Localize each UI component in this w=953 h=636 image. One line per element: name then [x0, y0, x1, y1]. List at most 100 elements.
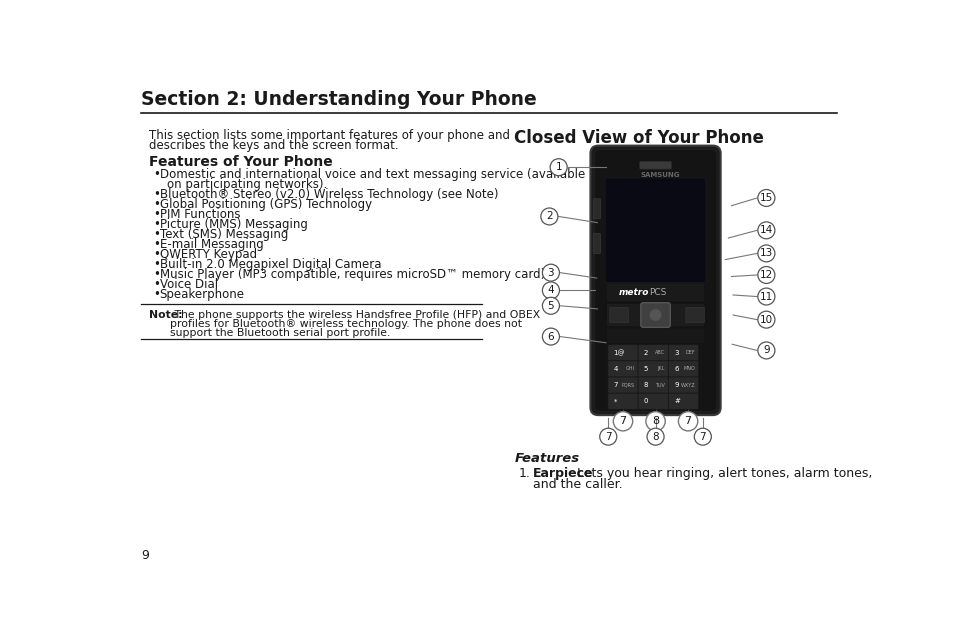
Text: 15: 15 [759, 193, 772, 203]
Circle shape [542, 297, 558, 314]
Circle shape [542, 328, 558, 345]
Text: on participating networks).: on participating networks). [167, 178, 327, 191]
Text: 8: 8 [643, 382, 648, 388]
Text: 7: 7 [684, 417, 691, 426]
Text: WXYZ: WXYZ [679, 383, 695, 387]
Text: 2: 2 [643, 350, 648, 356]
Text: 7: 7 [604, 432, 611, 441]
Text: Lets you hear ringing, alert tones, alarm tones,: Lets you hear ringing, alert tones, alar… [573, 467, 872, 480]
Text: 9: 9 [762, 345, 769, 356]
Text: •: • [153, 228, 160, 241]
Circle shape [757, 288, 774, 305]
Text: 10: 10 [759, 315, 772, 324]
Text: 3: 3 [547, 268, 554, 278]
Text: 11: 11 [759, 291, 772, 301]
Circle shape [540, 208, 558, 225]
Text: This section lists some important features of your phone and: This section lists some important featur… [149, 128, 509, 142]
Circle shape [757, 245, 774, 262]
Text: 6: 6 [674, 366, 678, 372]
Text: metro: metro [618, 288, 649, 297]
Circle shape [550, 159, 567, 176]
Text: •: • [153, 278, 160, 291]
Text: Global Positioning (GPS) Technology: Global Positioning (GPS) Technology [159, 198, 372, 211]
Text: 3: 3 [674, 350, 678, 356]
Text: MNO: MNO [682, 366, 695, 371]
Text: JKL: JKL [657, 366, 664, 371]
Circle shape [542, 282, 558, 299]
Text: 9: 9 [674, 382, 678, 388]
Text: support the Bluetooth serial port profile.: support the Bluetooth serial port profil… [149, 328, 390, 338]
FancyBboxPatch shape [594, 149, 716, 411]
Text: Features of Your Phone: Features of Your Phone [149, 155, 332, 169]
Text: •: • [153, 218, 160, 231]
FancyBboxPatch shape [668, 393, 698, 410]
Text: •: • [153, 168, 160, 181]
FancyBboxPatch shape [604, 178, 705, 282]
Circle shape [757, 266, 774, 284]
Circle shape [757, 190, 774, 207]
Text: 7: 7 [613, 382, 618, 388]
Text: 7: 7 [699, 432, 705, 441]
FancyBboxPatch shape [607, 361, 638, 377]
Text: •: • [153, 198, 160, 211]
Circle shape [649, 309, 661, 321]
Text: Note:: Note: [149, 310, 182, 320]
Text: E-mail Messaging: E-mail Messaging [159, 238, 263, 251]
Circle shape [678, 411, 697, 431]
Text: •: • [153, 208, 160, 221]
Circle shape [645, 411, 664, 431]
Text: DEF: DEF [685, 350, 695, 356]
FancyBboxPatch shape [638, 361, 668, 377]
FancyBboxPatch shape [607, 377, 638, 393]
Text: Closed View of Your Phone: Closed View of Your Phone [514, 128, 763, 147]
Text: SAMSUNG: SAMSUNG [639, 172, 679, 178]
Circle shape [757, 222, 774, 238]
FancyBboxPatch shape [638, 377, 668, 393]
Text: 5: 5 [547, 301, 554, 311]
Text: 0: 0 [643, 398, 648, 404]
Text: Speakerphone: Speakerphone [159, 288, 244, 301]
FancyBboxPatch shape [607, 393, 638, 410]
FancyBboxPatch shape [668, 345, 698, 361]
FancyBboxPatch shape [593, 198, 599, 219]
Text: 8: 8 [652, 432, 659, 441]
FancyBboxPatch shape [639, 162, 671, 169]
Text: profiles for Bluetooth® wireless technology. The phone does not: profiles for Bluetooth® wireless technol… [149, 319, 521, 329]
Circle shape [694, 428, 711, 445]
FancyBboxPatch shape [638, 345, 668, 361]
Text: 4: 4 [547, 286, 554, 295]
Text: 9: 9 [141, 549, 149, 562]
Text: 8: 8 [651, 417, 659, 426]
Text: 1.: 1. [518, 467, 531, 480]
Text: 12: 12 [759, 270, 772, 280]
Text: Domestic and international voice and text messaging service (available: Domestic and international voice and tex… [159, 168, 584, 181]
FancyBboxPatch shape [606, 328, 703, 343]
Text: 2: 2 [545, 211, 552, 221]
Text: TUV: TUV [655, 383, 664, 387]
Text: describes the keys and the screen format.: describes the keys and the screen format… [149, 139, 398, 153]
Text: *: * [613, 398, 617, 404]
FancyBboxPatch shape [607, 345, 638, 361]
Circle shape [613, 411, 632, 431]
Circle shape [757, 311, 774, 328]
FancyBboxPatch shape [606, 284, 703, 302]
Text: ABC: ABC [654, 350, 664, 356]
Text: Music Player (MP3 compatible, requires microSD™ memory card): Music Player (MP3 compatible, requires m… [159, 268, 544, 281]
FancyBboxPatch shape [668, 361, 698, 377]
Circle shape [542, 264, 558, 281]
Text: PIM Functions: PIM Functions [159, 208, 240, 221]
Text: Picture (MMS) Messaging: Picture (MMS) Messaging [159, 218, 307, 231]
Text: 7: 7 [618, 417, 626, 426]
Text: Voice Dial: Voice Dial [159, 278, 217, 291]
Circle shape [757, 342, 774, 359]
Text: •: • [153, 288, 160, 301]
Text: 5: 5 [643, 366, 648, 372]
Text: •: • [153, 258, 160, 271]
Text: •: • [153, 188, 160, 201]
Text: 1@: 1@ [613, 350, 624, 356]
Text: 14: 14 [759, 225, 772, 235]
Circle shape [599, 428, 617, 445]
Text: GHI: GHI [625, 366, 634, 371]
FancyBboxPatch shape [606, 303, 703, 326]
Text: The phone supports the wireless Handsfree Profile (HFP) and OBEX: The phone supports the wireless Handsfre… [171, 310, 539, 320]
